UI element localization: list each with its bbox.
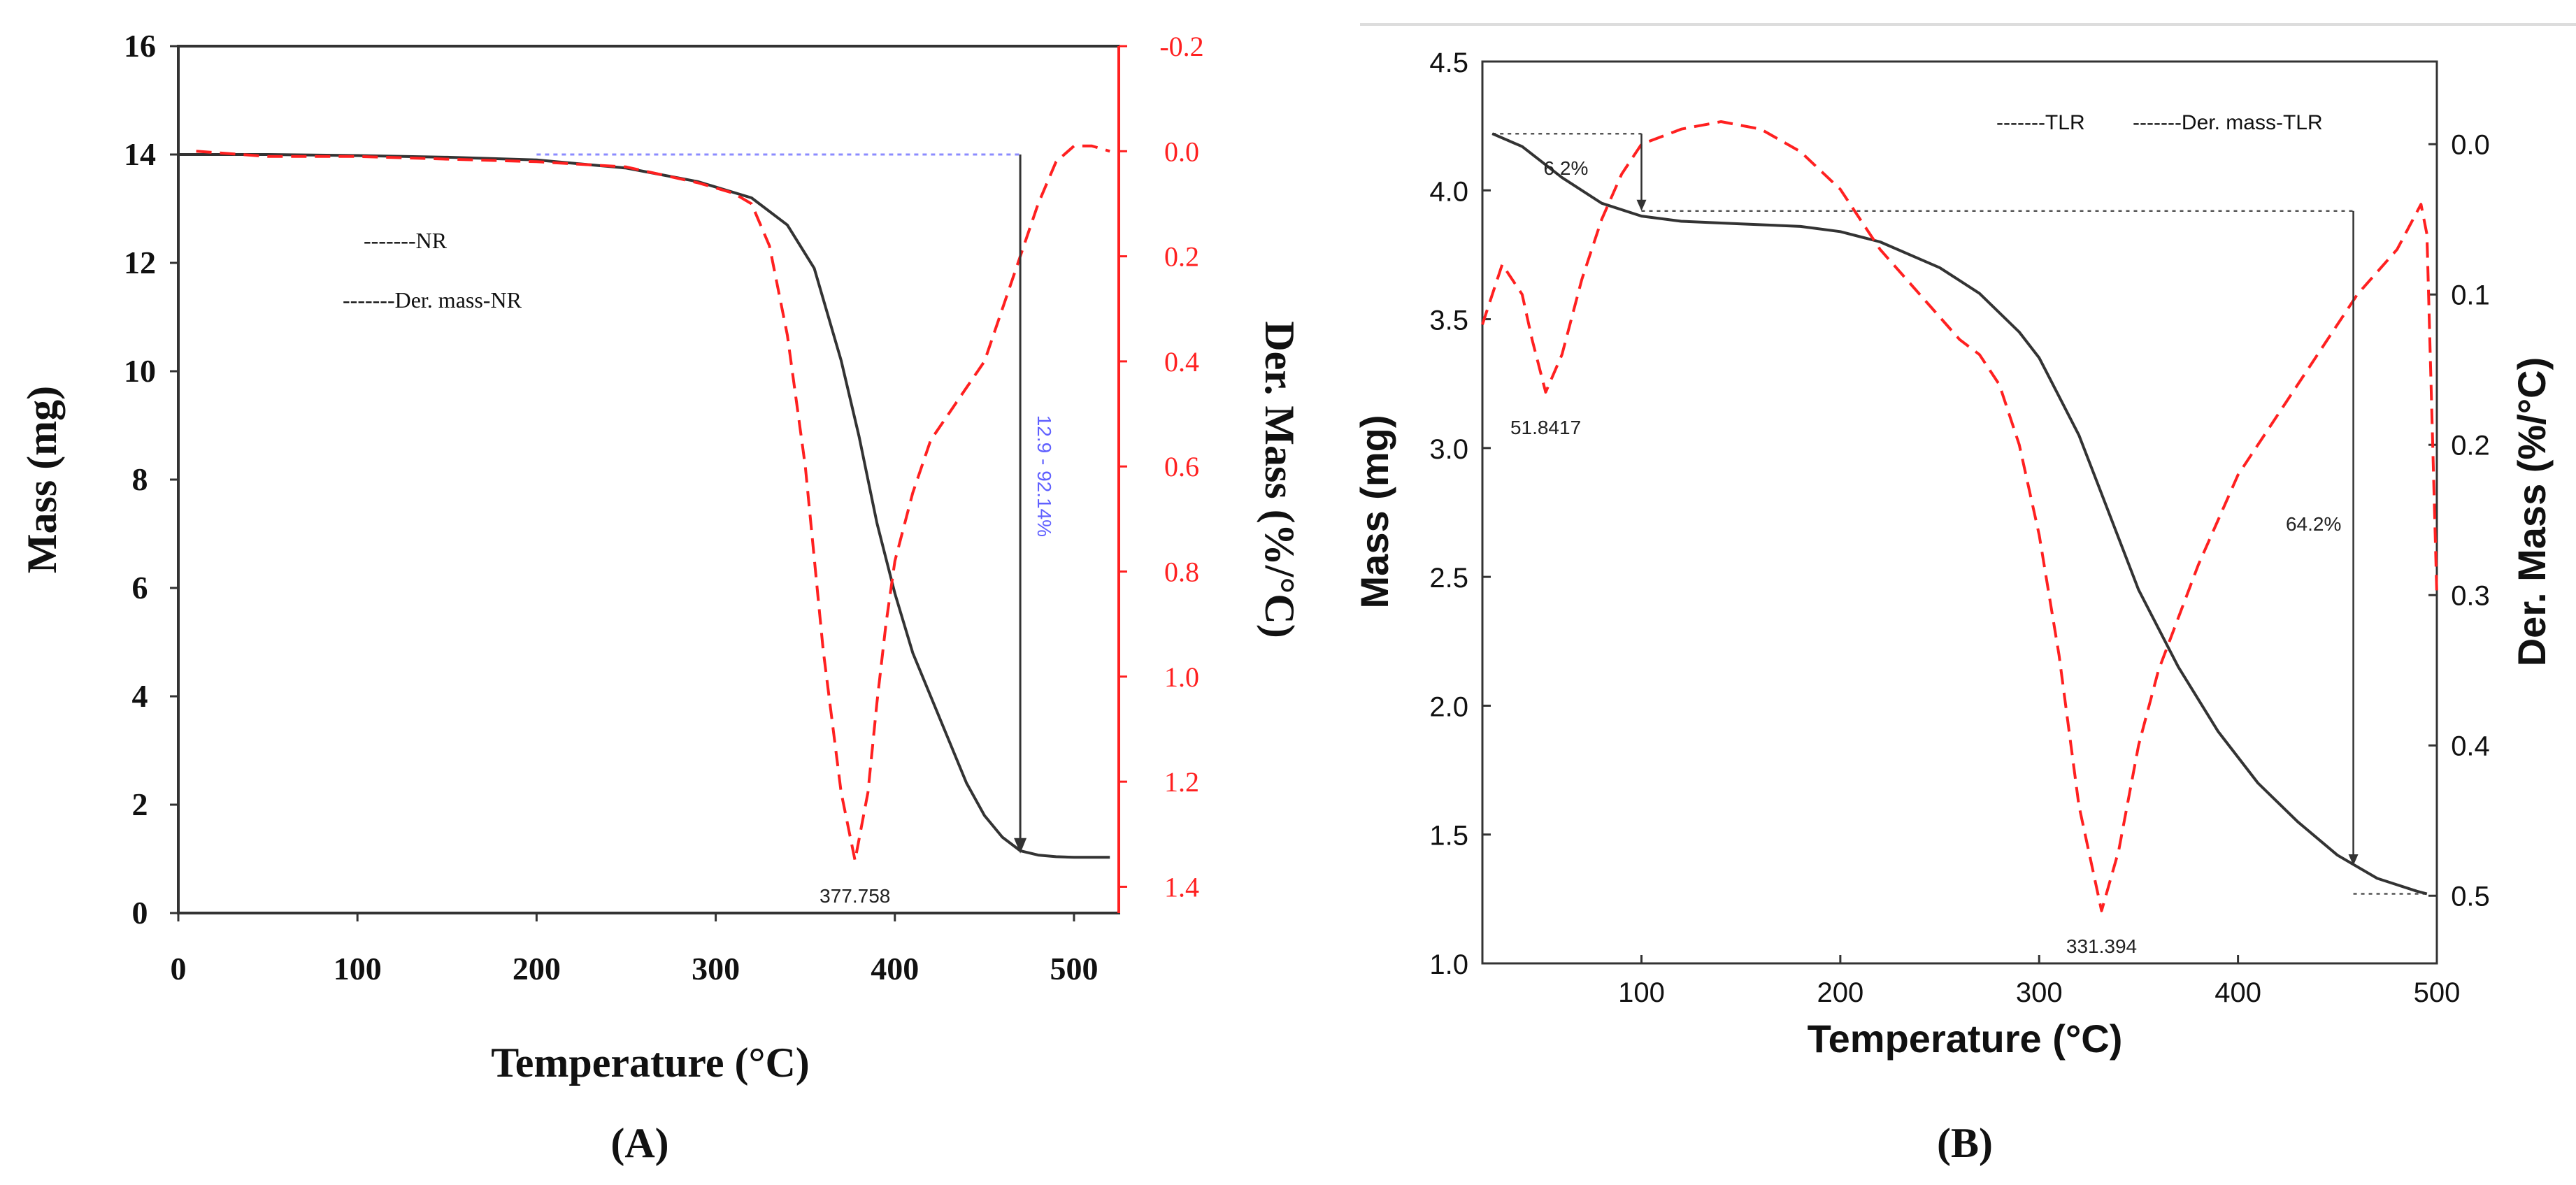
y-tick-label: 4.5	[1429, 48, 1468, 78]
panel-b-label: (B)	[1937, 1120, 1993, 1166]
arrow-head	[2348, 854, 2359, 866]
panel-b-y-axis-label: Mass (mg)	[1352, 415, 1396, 609]
panel-a-label: (A)	[610, 1120, 668, 1166]
x-tick-label: 400	[2214, 977, 2261, 1008]
panel-b-plot-area	[1481, 60, 2438, 965]
loss2-label: 64.2%	[2286, 513, 2341, 535]
x-tick-label: 0	[171, 951, 187, 986]
y2-tick-label: 0.8	[1164, 556, 1199, 588]
x-tick-label: 500	[2414, 977, 2461, 1008]
y2-tick-label: 0.6	[1164, 451, 1199, 482]
x-tick-label: 500	[1050, 951, 1098, 986]
y-tick-label: 2	[132, 787, 148, 822]
panel-b-series	[1481, 120, 2438, 912]
panel-b-y-ticks: 1.0 1.5 2.0 2.5 3.0 3.5 4.0 4.5	[1429, 48, 1491, 980]
y-tick-label: 4	[132, 678, 148, 714]
arrow-head	[1014, 838, 1027, 854]
y-tick-label: 16	[124, 28, 156, 64]
panel-a-y2-ticks: -0.2 0.0 0.2 0.4 0.6 0.8 1.0 1.2 1.4	[1117, 31, 1204, 913]
y2-tick-label: 0.2	[2451, 430, 2490, 461]
x-tick-label: 200	[1817, 977, 1864, 1008]
loss1-label: 6.2%	[1544, 157, 1589, 179]
y2-tick-label: 0.0	[1164, 136, 1199, 167]
panel-b-y2-axis-label: Der. Mass (%/°C)	[2510, 357, 2554, 667]
panel-b-legend-der: -------Der. mass-TLR	[2133, 111, 2323, 134]
y-tick-label: 2.0	[1429, 691, 1468, 722]
y2-tick-label: 0.2	[1164, 241, 1199, 273]
panel-a-y-ticks: 0 2 4 6 8 10 12 14 16	[124, 28, 178, 931]
panel-a-annotations: 12.9 - 92.14% 377.758	[820, 155, 1055, 907]
y-tick-label: 3.5	[1429, 306, 1468, 336]
y2-tick-label: -0.2	[1159, 31, 1203, 62]
y-tick-label: 12	[124, 245, 156, 280]
y2-tick-label: 0.0	[2451, 129, 2490, 160]
panel-b-legend-tlr: -------TLR	[1996, 111, 2085, 134]
derivative-curve	[196, 144, 1110, 862]
x-tick-label: 300	[692, 951, 740, 986]
arrow-head	[1636, 199, 1647, 211]
mass-curve	[178, 153, 1110, 859]
y-tick-label: 1.0	[1429, 949, 1468, 980]
peak1-label: 51.8417	[1510, 417, 1581, 438]
y-tick-label: 6	[132, 570, 148, 605]
y-tick-label: 2.5	[1429, 563, 1468, 594]
panel-a-x-axis-label: Temperature (°C)	[491, 1040, 810, 1086]
y-tick-label: 1.5	[1429, 821, 1468, 852]
peak2-label: 331.394	[2066, 935, 2137, 957]
y-tick-label: 8	[132, 461, 148, 497]
y2-tick-label: 1.4	[1164, 871, 1199, 903]
panel-a-plot-area	[177, 45, 1120, 914]
peak-label: 377.758	[820, 885, 890, 907]
y2-tick-label: 0.4	[1164, 346, 1199, 378]
panel-b-annotations: 6.2% 64.2% 51.8417 331.394	[1510, 134, 2359, 957]
panel-b-x-ticks: 100 200 300 400 500	[1618, 955, 2460, 1008]
x-tick-label: 400	[871, 951, 919, 986]
x-tick-label: 300	[2016, 977, 2063, 1008]
panel-a-legend-der: -------Der. mass-NR	[343, 287, 522, 313]
panel-a: 0 100 200 300 400 500 0 2 4 6 8 10 12 14 16 -0.2 0.0 0.…	[19, 28, 1303, 1166]
panel-a-y2-axis-label: Der. Mass (%/°C)	[1257, 321, 1303, 638]
y-tick-label: 4.0	[1429, 176, 1468, 207]
y2-tick-label: 1.2	[1164, 766, 1199, 798]
y2-tick-label: 0.1	[2451, 280, 2490, 310]
y-tick-label: 3.0	[1429, 434, 1468, 465]
x-tick-label: 100	[334, 951, 382, 986]
y2-tick-label: 0.3	[2451, 580, 2490, 611]
derivative-curve	[1481, 120, 2438, 912]
panel-b-reference-lines	[1492, 132, 2427, 895]
y2-tick-label: 0.5	[2451, 881, 2490, 912]
x-tick-label: 200	[513, 951, 561, 986]
y-tick-label: 14	[124, 136, 156, 172]
panel-a-series	[178, 144, 1110, 862]
x-tick-label: 100	[1618, 977, 1665, 1008]
y-tick-label: 0	[132, 895, 148, 931]
mass-curve	[1491, 132, 2428, 896]
panel-b-x-axis-label: Temperature (°C)	[1808, 1017, 2123, 1061]
y-tick-label: 10	[124, 353, 156, 389]
panel-a-legend-nr: -------NR	[364, 228, 448, 253]
y2-tick-label: 0.4	[2451, 731, 2490, 761]
mass-loss-label: 12.9 - 92.14%	[1033, 415, 1055, 537]
panel-a-y-axis-label: Mass (mg)	[19, 386, 65, 573]
y2-tick-label: 1.0	[1164, 661, 1199, 693]
panel-a-x-ticks: 0 100 200 300 400 500	[171, 913, 1098, 986]
panel-b-y2-ticks: 0.0 0.1 0.2 0.3 0.4 0.5	[2428, 129, 2490, 912]
panel-b: 100 200 300 400 500 1.0 1.5 2.0 2.5 3.0 3.5 4.0 4.5…	[1352, 23, 2576, 1166]
